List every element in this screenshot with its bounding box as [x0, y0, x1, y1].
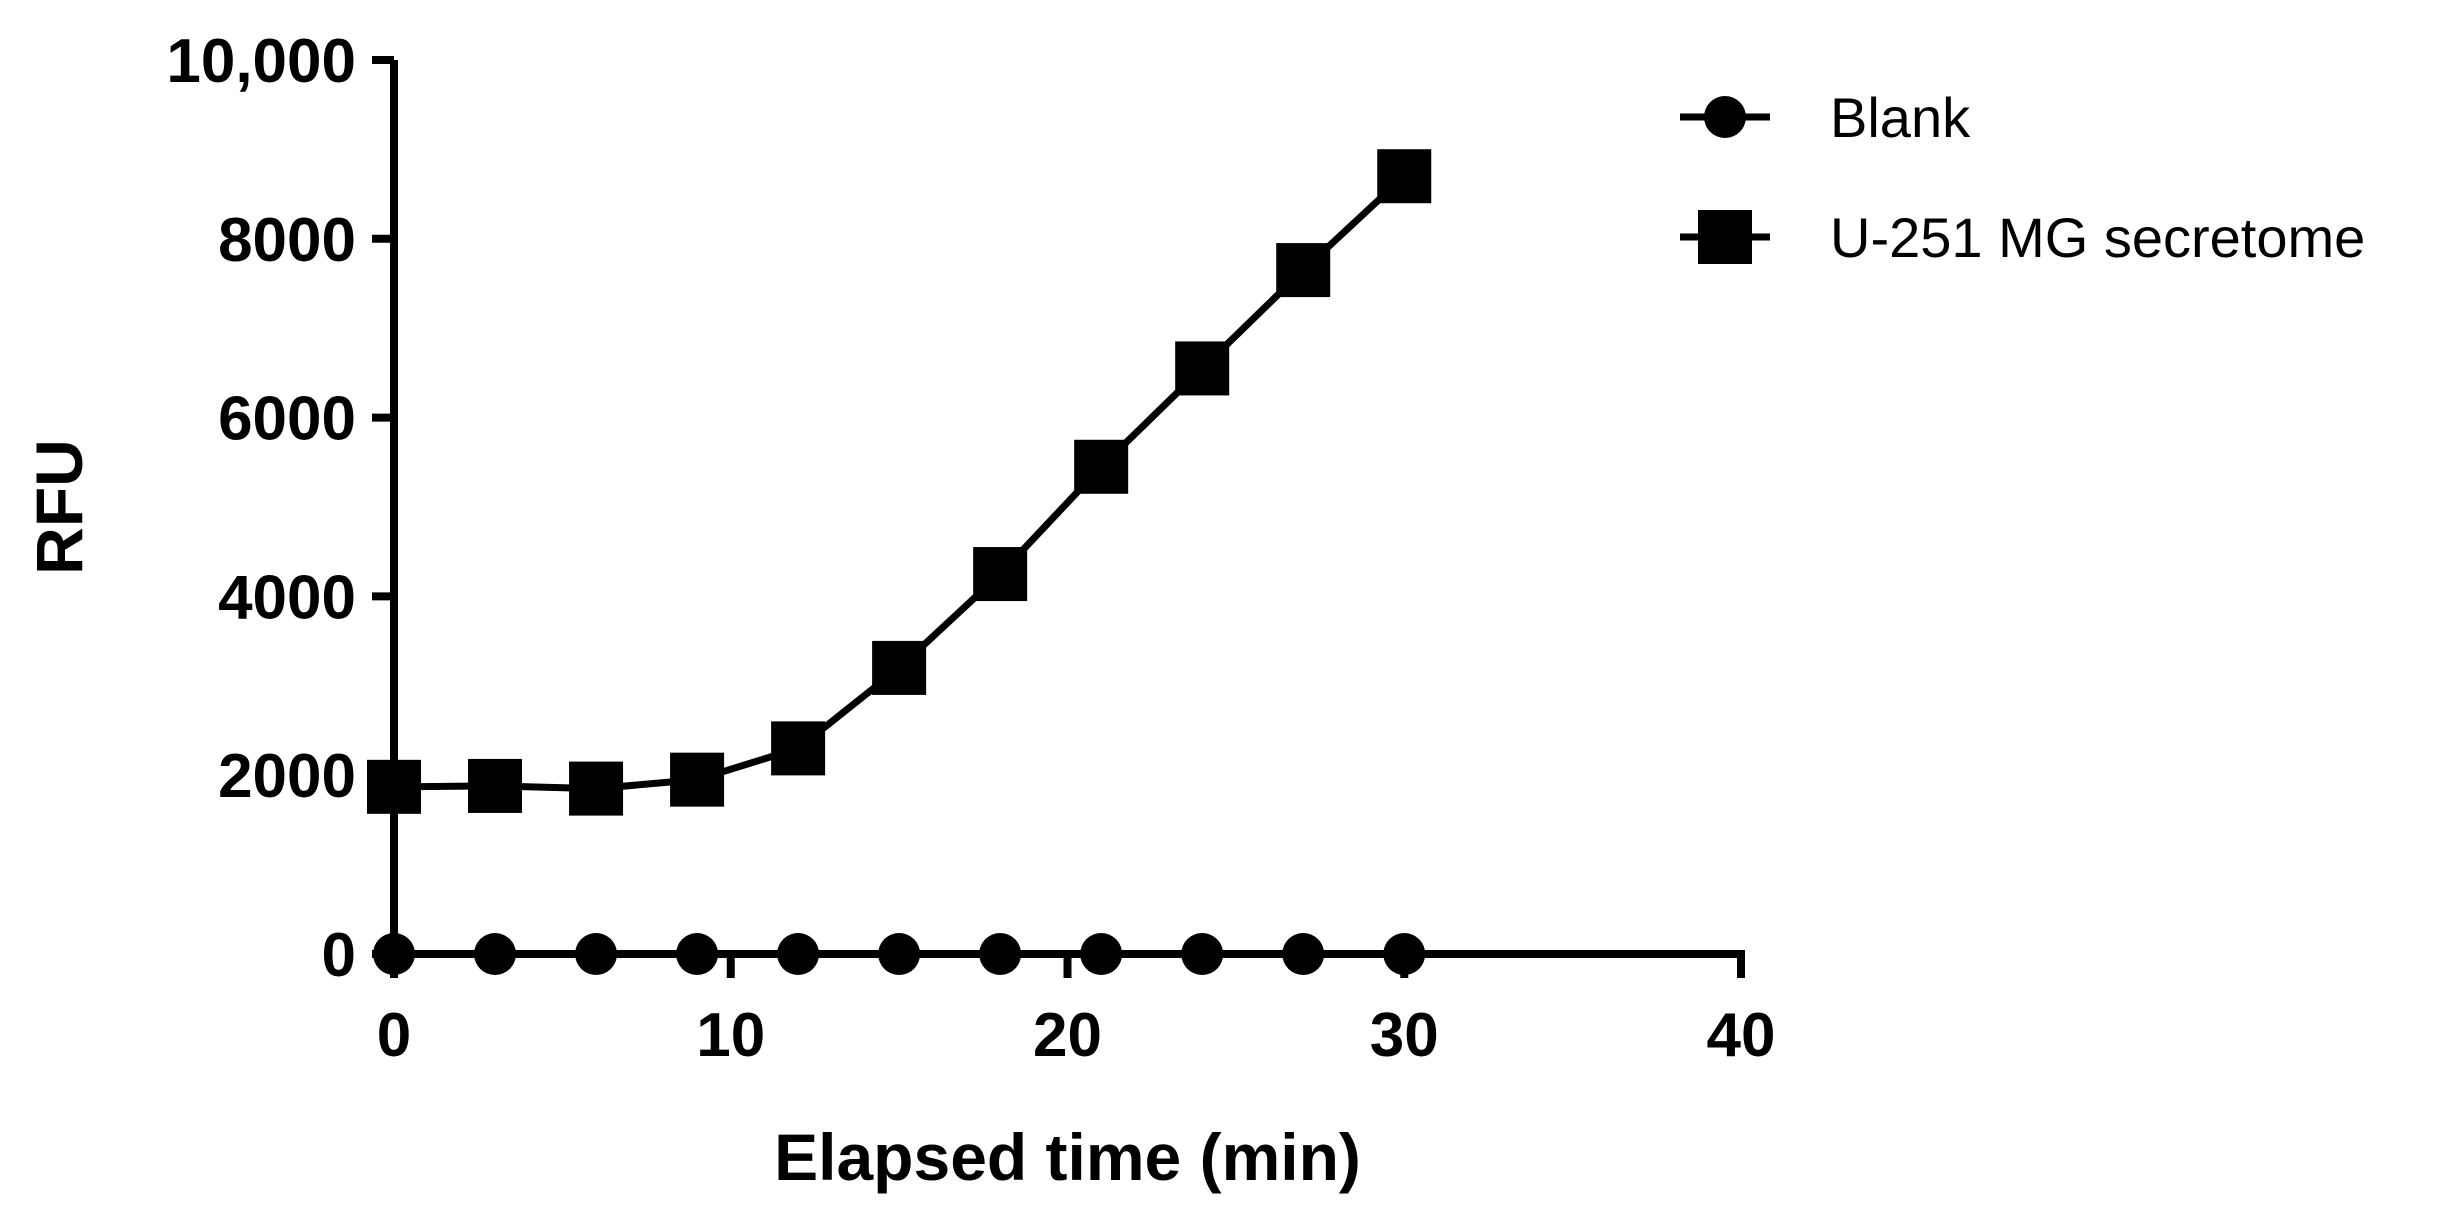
y-tick-label: 2000	[218, 742, 356, 811]
x-tick-label: 0	[377, 1001, 411, 1070]
y-tick-label: 0	[322, 921, 356, 990]
data-point-square	[1175, 341, 1230, 396]
data-point-circle	[676, 933, 719, 975]
data-point-square	[1276, 243, 1331, 298]
data-point-square	[1074, 439, 1129, 494]
y-tick-label: 4000	[218, 563, 356, 632]
legend-label: Blank	[1830, 86, 1971, 149]
legend-item: Blank	[1680, 86, 1971, 149]
data-point-circle	[1383, 933, 1426, 975]
data-point-circle	[474, 933, 517, 975]
data-point-square	[973, 547, 1028, 602]
data-point-circle	[575, 933, 618, 975]
data-point-square	[670, 752, 725, 807]
legend: Blank U-251 MG secretome	[1680, 86, 2365, 269]
data-point-circle	[1080, 933, 1123, 975]
data-point-circle	[373, 933, 415, 975]
x-tick-label: 40	[1707, 1001, 1776, 1070]
legend-label: U-251 MG secretome	[1830, 206, 2365, 269]
data-point-circle	[878, 933, 921, 975]
data-point-circle	[979, 933, 1022, 975]
y-axis-ticks: 0 2000 4000 6000 8000 10,000	[166, 27, 394, 990]
y-tick-label: 6000	[218, 385, 356, 454]
legend-marker	[1698, 210, 1752, 264]
data-point-circle	[1181, 933, 1224, 975]
legend-marker	[1704, 96, 1746, 138]
series-layer	[367, 149, 1432, 975]
data-point-square	[1377, 149, 1432, 204]
legend-item: U-251 MG secretome	[1680, 206, 2365, 269]
data-point-square	[367, 759, 421, 814]
data-point-circle	[777, 933, 820, 975]
y-tick-label: 8000	[218, 206, 356, 275]
data-point-square	[468, 758, 523, 813]
series-line	[393, 173, 1407, 793]
x-tick-label: 10	[696, 1001, 765, 1070]
data-point-square	[569, 761, 624, 816]
data-point-square	[872, 640, 927, 695]
x-tick-label: 20	[1033, 1001, 1102, 1070]
y-axis-title: RFU	[22, 439, 96, 575]
x-axis-ticks: 0 10 20 30 40	[377, 954, 1776, 1070]
series-0	[373, 933, 1426, 975]
data-point-circle	[1282, 933, 1325, 975]
y-tick-label: 10,000	[166, 27, 356, 96]
x-tick-label: 30	[1370, 1001, 1439, 1070]
x-axis-title: Elapsed time (min)	[774, 1120, 1361, 1194]
series-1	[367, 149, 1432, 816]
data-point-square	[771, 721, 826, 776]
